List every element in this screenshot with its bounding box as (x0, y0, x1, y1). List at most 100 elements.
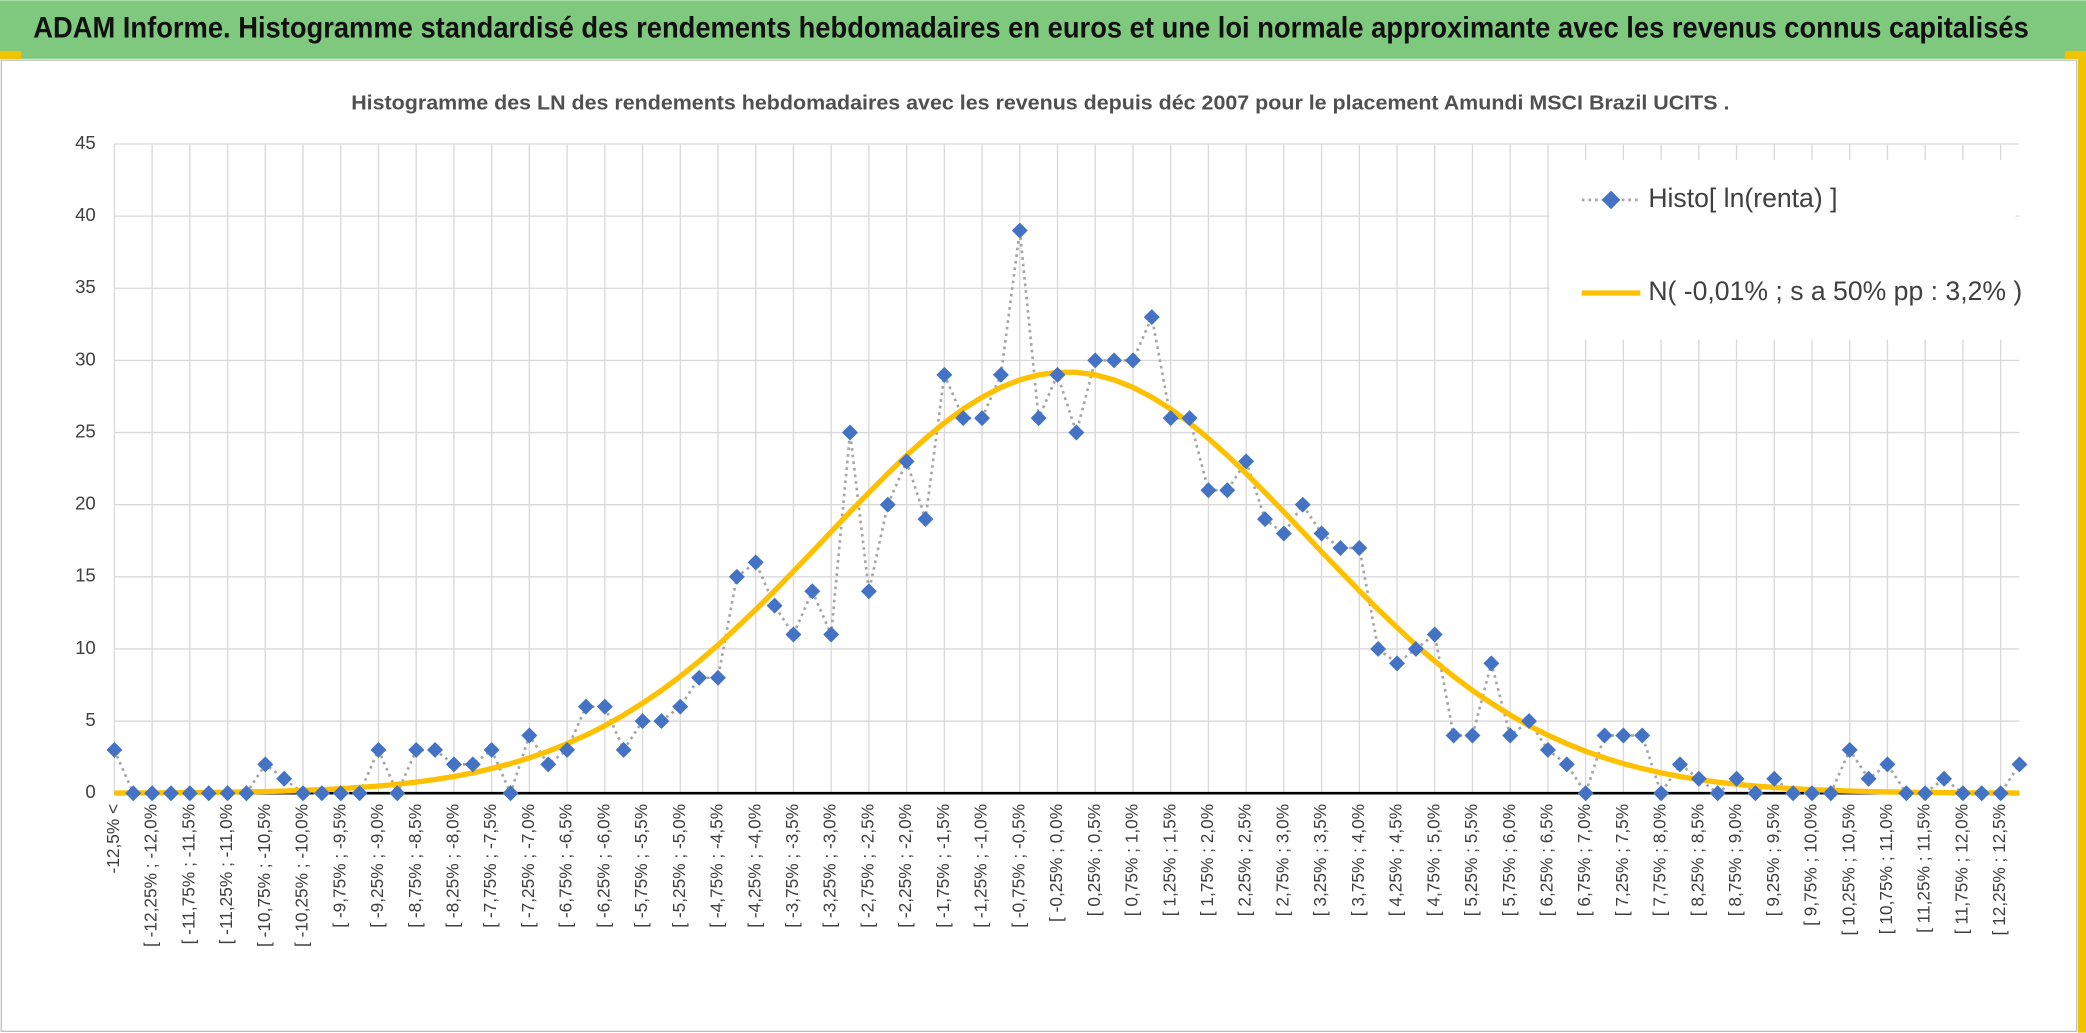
x-tick-label: [ -11,25% ; -11,0% (216, 804, 236, 945)
data-point (1389, 655, 1406, 672)
data-point (1011, 222, 1028, 239)
data-point (1596, 727, 1613, 744)
data-point (785, 626, 802, 643)
x-tick-label: [ 8,25% ; 8,5% (1687, 804, 1707, 916)
data-point (1181, 410, 1198, 427)
y-tick-label: 45 (75, 132, 96, 153)
data-point (1841, 741, 1858, 758)
y-tick-label: 25 (75, 420, 96, 441)
data-point (1615, 727, 1632, 744)
data-point (200, 785, 217, 802)
data-point (1332, 539, 1349, 556)
data-point (1954, 785, 1971, 802)
x-tick-label: [ 4,25% ; 4,5% (1386, 804, 1406, 916)
data-point (823, 626, 840, 643)
plot (106, 222, 2028, 802)
data-point (1502, 727, 1519, 744)
data-point (464, 756, 481, 773)
x-tick-label: [ 5,25% ; 5,5% (1461, 804, 1481, 916)
x-tick-label: [ 1,25% ; 1,5% (1159, 804, 1179, 916)
x-tick-label: [ 6,25% ; 6,5% (1536, 804, 1556, 916)
x-tick-label: -12,5% < (103, 804, 123, 874)
data-point (521, 727, 538, 744)
data-point (1936, 770, 1953, 787)
data-point (238, 785, 255, 802)
data-point (181, 785, 198, 802)
y-tick-label: 30 (75, 348, 96, 369)
x-tick-label: [ -2,25% ; -2,0% (895, 804, 915, 928)
data-point (936, 366, 953, 383)
data-point (1049, 366, 1066, 383)
x-tick-label: [ -5,75% ; -5,5% (631, 804, 651, 928)
x-tick-label: [ 8,75% ; 9,0% (1725, 804, 1745, 916)
data-point (1124, 352, 1141, 369)
data-point (295, 785, 312, 802)
side-accent (2078, 58, 2086, 1033)
data-point (313, 785, 330, 802)
data-point (2011, 756, 2028, 773)
data-point (540, 756, 557, 773)
x-tick-label: [ 3,25% ; 3,5% (1310, 804, 1330, 916)
x-tick-label: [ 5,75% ; 6,0% (1499, 804, 1519, 916)
data-point (1313, 525, 1330, 542)
data-point (1483, 655, 1500, 672)
x-tick-label: [ -3,25% ; -3,0% (820, 804, 840, 928)
x-tick-label: [ -4,75% ; -4,5% (707, 804, 727, 928)
data-point (1747, 785, 1764, 802)
data-point (445, 756, 462, 773)
data-point (634, 713, 651, 730)
data-point (879, 496, 896, 513)
data-point (1143, 309, 1160, 326)
data-point (408, 741, 425, 758)
data-point (1030, 410, 1047, 427)
legend-box (1549, 159, 2016, 340)
data-point (1275, 525, 1292, 542)
data-point (1766, 770, 1783, 787)
data-point (125, 785, 142, 802)
data-point (1162, 410, 1179, 427)
y-tick-label: 5 (85, 709, 95, 730)
legend-label: Histo[ ln(renta) ] (1648, 183, 1837, 213)
y-tick-label: 40 (75, 204, 96, 225)
x-tick-label: [ 11,25% ; 11,5% (1914, 804, 1934, 933)
data-point (144, 785, 161, 802)
data-point (1370, 640, 1387, 657)
data-point (1804, 785, 1820, 802)
data-point (596, 698, 613, 715)
data-point (106, 741, 123, 758)
data-point (917, 511, 934, 528)
x-tick-label: [ -7,25% ; -7,0% (518, 804, 538, 928)
y-tick-label: 10 (75, 637, 96, 658)
x-tick-label: [ 2,25% ; 2,5% (1235, 804, 1255, 916)
x-tick-label: [ -8,25% ; -8,0% (442, 804, 462, 928)
x-tick-label: [ -10,75% ; -10,5% (254, 804, 274, 947)
x-tick-label: [ -10,25% ; -10,0% (292, 804, 312, 947)
x-tick-label: [ -9,25% ; -9,0% (367, 804, 387, 928)
legend-marker (1601, 190, 1621, 210)
x-tick-label: [ 4,75% ; 5,0% (1423, 804, 1443, 916)
data-point (1577, 785, 1594, 802)
chart-frame (0, 59, 2078, 1033)
x-tick-label: [ -1,25% ; -1,0% (971, 804, 991, 928)
x-tick-label: [ 2,75% ; 3,0% (1272, 804, 1292, 916)
x-tick-label: [ -8,75% ; -8,5% (405, 804, 425, 928)
x-tick-label: [ 6,75% ; 7,0% (1574, 804, 1594, 916)
x-tick-label: [ 9,25% ; 9,5% (1763, 804, 1783, 916)
data-point (672, 698, 689, 715)
data-point (860, 583, 877, 600)
y-tick-label: 0 (85, 781, 95, 802)
data-point (559, 741, 576, 758)
data-point (1426, 626, 1443, 643)
x-tick-label: [ 3,75% ; 4,0% (1348, 804, 1368, 916)
data-point (577, 698, 594, 715)
x-tick-label: [ 0,75% ; 1,0% (1122, 804, 1142, 916)
data-point (1294, 496, 1311, 513)
data-point (163, 785, 179, 802)
x-tick-label: [ -1,75% ; -1,5% (933, 804, 953, 928)
data-point (653, 713, 670, 730)
data-point (1690, 770, 1707, 787)
data-point (1106, 352, 1123, 369)
x-tick-label: [ -3,75% ; -3,5% (782, 804, 802, 928)
data-point (728, 568, 745, 585)
